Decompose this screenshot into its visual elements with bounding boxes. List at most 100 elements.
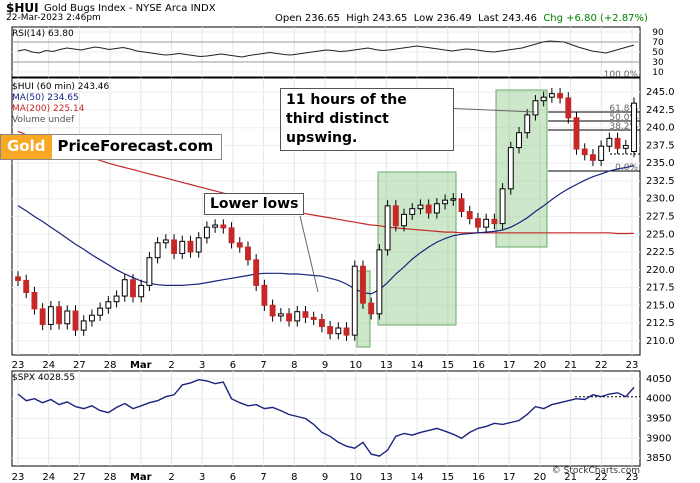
candle-body	[557, 93, 564, 99]
rsi-tick-label: 70	[652, 38, 664, 48]
candle-body	[483, 218, 490, 228]
candle-body	[154, 242, 161, 259]
candle-body	[376, 249, 383, 315]
candle-body	[80, 320, 87, 331]
candle-body	[88, 314, 95, 322]
x-tick-label-bottom: 7	[260, 472, 266, 483]
x-tick-label: 23	[12, 360, 25, 371]
upswing-highlight-box	[377, 171, 457, 326]
x-tick-label-bottom: 27	[73, 472, 86, 483]
candle-body	[631, 102, 637, 153]
watermark: © StockCharts.com	[551, 466, 640, 476]
x-tick-label: Mar	[130, 360, 152, 371]
lower-lows-leader-line	[299, 215, 319, 293]
candle-body	[269, 304, 276, 317]
spx-tick-label: 3850	[646, 453, 671, 464]
spx-tick-label: 3900	[646, 433, 671, 444]
fib-level-label: 61.8%	[609, 104, 638, 114]
x-tick-label: 6	[230, 360, 236, 371]
candle-body	[458, 198, 465, 213]
price-tick-label: 227.5	[646, 212, 675, 223]
candle-body	[121, 279, 128, 297]
candle-body	[417, 204, 424, 210]
x-tick-label: 14	[411, 360, 424, 371]
price-tick-label: 232.5	[646, 176, 675, 187]
x-tick-label: 20	[534, 360, 547, 371]
x-tick-label: 17	[503, 360, 516, 371]
logo-gold: Gold	[1, 135, 52, 159]
candle-body	[72, 310, 79, 331]
price-tick-label: 230.0	[646, 194, 675, 205]
candle-body	[39, 308, 46, 325]
symbol-title: $HUI	[6, 1, 39, 15]
candle-body	[606, 137, 613, 147]
candle-body	[220, 224, 227, 229]
candle-body	[47, 306, 54, 325]
candle-body	[450, 198, 457, 201]
candle-body	[195, 237, 202, 253]
x-tick-label-bottom: 2	[168, 472, 174, 483]
x-tick-label-bottom: 22	[595, 472, 608, 483]
candle-body	[187, 240, 194, 253]
spx-line	[17, 378, 635, 457]
rsi-tick-label: 90	[652, 28, 664, 38]
quote-line: Open 236.65 High 243.65 Low 236.49 Last …	[275, 13, 648, 24]
candle-body	[335, 327, 342, 335]
x-tick-label: 27	[73, 360, 86, 371]
chart-header: $HUI Gold Bugs Index - NYSE Arca INDX 22…	[0, 0, 700, 24]
x-tick-label: 2	[168, 360, 174, 371]
candle-body	[228, 227, 235, 244]
candle-body	[524, 114, 531, 134]
candle-body	[409, 208, 416, 215]
candle-body	[310, 316, 317, 320]
candle-body	[540, 96, 547, 102]
candle-body	[23, 279, 30, 293]
x-tick-label-bottom: Mar	[130, 472, 152, 483]
candle-body	[360, 265, 366, 304]
x-tick-label: 7	[260, 360, 266, 371]
lower-lows-callout: Lower lows	[204, 193, 305, 215]
candle-body	[622, 144, 629, 149]
ma50-line	[17, 165, 635, 295]
candle-body	[401, 213, 407, 227]
x-tick-label: 21	[564, 360, 577, 371]
price-tick-label: 220.0	[646, 265, 675, 276]
candle-body	[327, 326, 334, 335]
spx-tick-label: 4000	[646, 394, 671, 405]
x-tick-label: 8	[291, 360, 297, 371]
x-tick-label: 16	[472, 360, 485, 371]
price-tick-label: 225.0	[646, 229, 675, 240]
x-tick-label: 13	[380, 360, 393, 371]
fib-level-label: 100.0%	[604, 70, 639, 80]
candle-body	[212, 224, 219, 228]
legend-price: $HUI (60 min) 243.46	[12, 82, 110, 92]
candle-body	[318, 318, 325, 328]
x-tick-label-bottom: 17	[503, 472, 516, 483]
rsi-tick-label: 30	[652, 58, 664, 68]
candle-body	[548, 93, 555, 98]
candle-body	[236, 242, 243, 248]
price-tick-label: 222.5	[646, 247, 675, 258]
spx-tick-label: 4050	[646, 374, 671, 385]
x-tick-label-bottom: 24	[42, 472, 55, 483]
candle-body	[162, 239, 169, 244]
candle-body	[261, 284, 268, 306]
x-tick-label-bottom: 14	[411, 472, 424, 483]
rsi-line	[17, 40, 635, 58]
ma200-line	[17, 130, 635, 235]
price-tick-label: 215.0	[646, 300, 675, 311]
fib-level-label: 0.0%	[615, 163, 638, 173]
x-tick-label: 28	[104, 360, 117, 371]
legend-volume: Volume undef	[12, 115, 75, 125]
upswing-callout: 11 hours of the third distinct upswing.	[280, 88, 454, 151]
candle-body	[302, 311, 309, 318]
candle-body	[130, 279, 136, 298]
candle-body	[294, 311, 301, 322]
candle-body	[384, 205, 391, 251]
spx-label: $SPX 4028.55	[12, 373, 76, 383]
goldpriceforecast-logo: Gold PriceForecast.com	[0, 134, 223, 160]
x-tick-label: 9	[322, 360, 328, 371]
candle-body	[351, 265, 358, 336]
logo-priceforecast: PriceForecast.com	[57, 137, 214, 155]
